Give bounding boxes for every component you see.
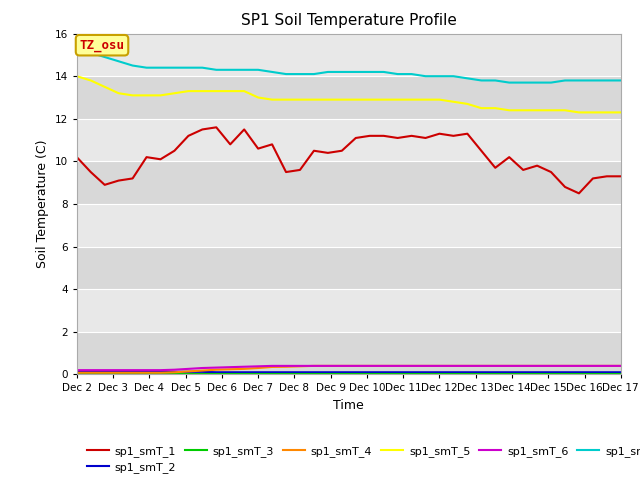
Bar [77,247,621,289]
Bar [77,161,621,204]
Title: SP1 Soil Temperature Profile: SP1 Soil Temperature Profile [241,13,457,28]
Bar [77,204,621,247]
Y-axis label: Soil Temperature (C): Soil Temperature (C) [36,140,49,268]
Bar [77,289,621,332]
X-axis label: Time: Time [333,399,364,412]
Text: TZ_osu: TZ_osu [79,39,125,52]
Bar [77,76,621,119]
Bar [77,332,621,374]
Bar [77,119,621,161]
Bar [77,34,621,76]
Legend: sp1_smT_1, sp1_smT_2, sp1_smT_3, sp1_smT_4, sp1_smT_5, sp1_smT_6, sp1_smT_7: sp1_smT_1, sp1_smT_2, sp1_smT_3, sp1_smT… [83,441,640,478]
